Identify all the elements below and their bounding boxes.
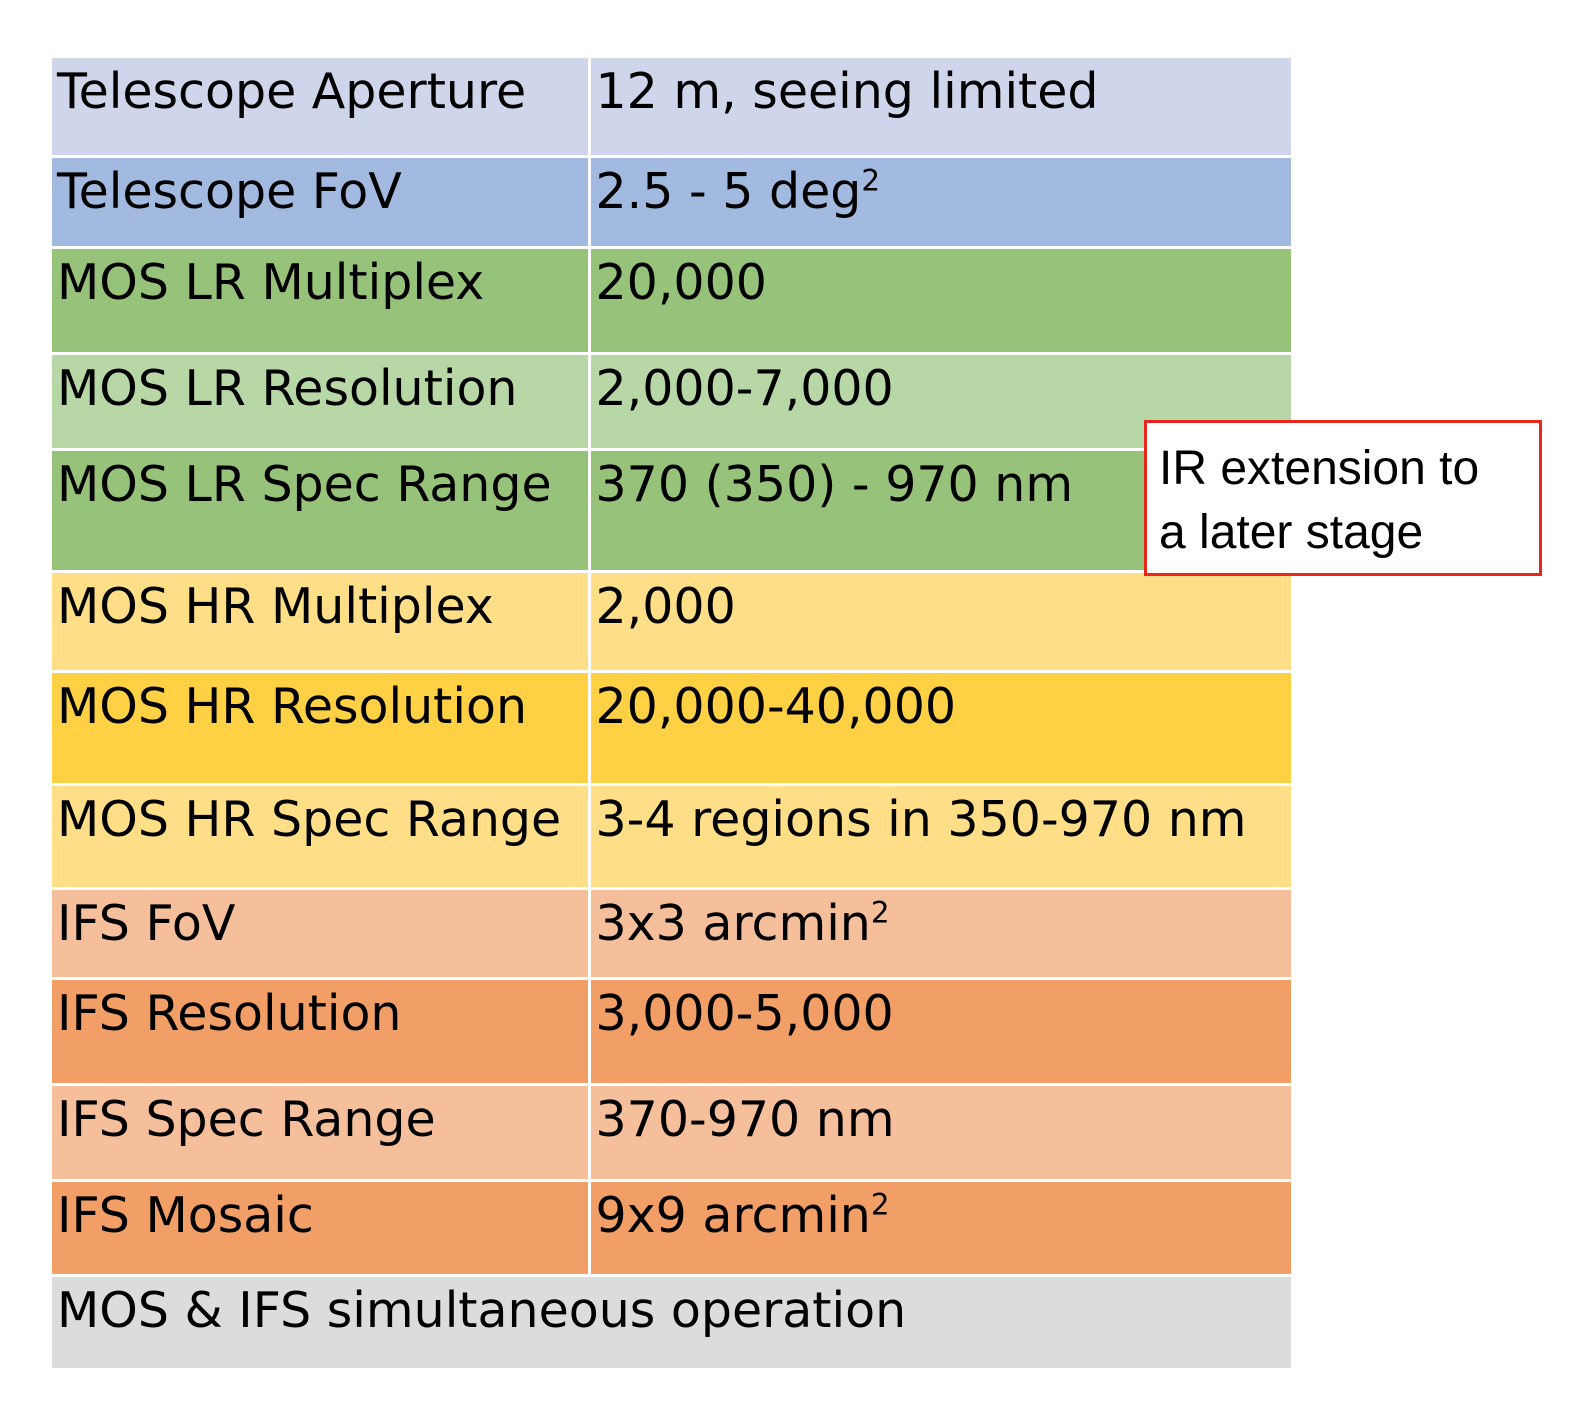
spec-label-cell: IFS Mosaic <box>52 1178 591 1277</box>
spec-label-cell: MOS HR Resolution <box>52 669 591 786</box>
spec-footer-row: MOS & IFS simultaneous operation <box>52 1273 1291 1368</box>
spec-label: Telescope Aperture <box>57 63 527 120</box>
spec-label-cell: IFS FoV <box>52 886 591 980</box>
spec-value-text: 370-970 nm <box>595 1090 895 1148</box>
spec-value-text: 2,000-7,000 <box>595 359 894 417</box>
spec-value-text: 20,000 <box>595 253 767 311</box>
spec-label-cell: IFS Spec Range <box>52 1082 591 1182</box>
spec-value-superscript: 2 <box>870 894 890 929</box>
spec-label: Telescope FoV <box>57 162 402 220</box>
spec-value-cell: 3-4 regions in 350-970 nm <box>587 782 1291 890</box>
spec-value: 20,000-40,000 <box>595 674 957 735</box>
spec-value-cell: 3,000-5,000 <box>587 976 1291 1086</box>
spec-value: 20,000 <box>595 250 767 311</box>
spec-value: 9x9 arcmin2 <box>595 1183 890 1244</box>
spec-row: IFS Resolution 3,000-5,000 <box>52 976 1291 1086</box>
spec-label-cell: MOS LR Multiplex <box>52 245 591 355</box>
spec-value-superscript: 2 <box>870 1186 890 1221</box>
spec-value-cell: 20,000-40,000 <box>587 669 1291 786</box>
spec-label: IFS Spec Range <box>57 1090 436 1148</box>
spec-value: 2,000-7,000 <box>595 356 894 417</box>
spec-value-superscript: 2 <box>861 162 881 197</box>
spec-value: 3x3 arcmin2 <box>595 891 890 952</box>
spec-footer-cell: MOS & IFS simultaneous operation <box>52 1273 1291 1368</box>
spec-table: Telescope Aperture 12 m, seeing limited Te… <box>52 58 1291 1368</box>
note-line-2: a later stage <box>1159 506 1424 559</box>
spec-label: MOS LR Resolution <box>57 359 518 417</box>
spec-value-text: 2.5 - 5 deg <box>595 162 862 220</box>
spec-label-cell: MOS LR Spec Range <box>52 447 591 573</box>
spec-value-cell: 2,000-7,000 <box>587 351 1291 451</box>
spec-label: IFS Resolution <box>57 984 402 1042</box>
spec-value-cell: 20,000 <box>587 245 1291 355</box>
spec-row: IFS Spec Range 370-970 nm <box>52 1082 1291 1182</box>
spec-value-cell: 370-970 nm <box>587 1082 1291 1182</box>
spec-row: MOS LR Resolution 2,000-7,000 <box>52 351 1291 451</box>
spec-row: MOS HR Resolution 20,000-40,000 <box>52 669 1291 786</box>
spec-value-text: 3-4 regions in 350-970 nm <box>595 790 1247 848</box>
spec-label-cell: MOS LR Resolution <box>52 351 591 451</box>
spec-row: MOS HR Multiplex 2,000 <box>52 569 1291 673</box>
spec-value-cell: 2,000 <box>587 569 1291 673</box>
spec-value: 370 (350) - 970 nm <box>595 452 1074 513</box>
spec-value-cell: 2.5 - 5 deg2 <box>587 154 1291 249</box>
spec-row: MOS HR Spec Range 3-4 regions in 350-970 … <box>52 782 1291 890</box>
spec-label: MOS LR Multiplex <box>57 253 485 311</box>
spec-value-text: 2,000 <box>595 577 736 635</box>
spec-table-body: Telescope Aperture 12 m, seeing limited Te… <box>52 58 1291 1368</box>
spec-footer-label: MOS & IFS simultaneous operation <box>57 1281 907 1339</box>
spec-value-cell: 12 m, seeing limited <box>587 58 1291 158</box>
spec-row: MOS LR Spec Range 370 (350) - 970 nm <box>52 447 1291 573</box>
spec-value: 3-4 regions in 350-970 nm <box>595 787 1247 848</box>
spec-value: 2.5 - 5 deg2 <box>595 159 881 220</box>
spec-label-cell: IFS Resolution <box>52 976 591 1086</box>
note-line-1: IR extension to <box>1159 442 1480 495</box>
spec-value-cell: 3x3 arcmin2 <box>587 886 1291 980</box>
ir-extension-note: IR extension to a later stage <box>1144 420 1542 576</box>
spec-value-text: 370 (350) - 970 nm <box>595 455 1074 513</box>
spec-value: 370-970 nm <box>595 1087 895 1148</box>
spec-label: MOS HR Resolution <box>57 677 528 735</box>
spec-row: IFS Mosaic 9x9 arcmin2 <box>52 1178 1291 1277</box>
spec-label: MOS HR Spec Range <box>57 790 562 848</box>
spec-value-text: 3,000-5,000 <box>595 984 894 1042</box>
spec-value: 12 m, seeing limited <box>596 58 1099 120</box>
spec-row: MOS LR Multiplex 20,000 <box>52 245 1291 355</box>
spec-label-cell: Telescope FoV <box>52 154 591 249</box>
spec-label: IFS FoV <box>57 894 236 952</box>
spec-value-cell: 9x9 arcmin2 <box>587 1178 1291 1277</box>
spec-label: MOS LR Spec Range <box>57 455 552 513</box>
spec-label: IFS Mosaic <box>57 1186 314 1244</box>
spec-row: IFS FoV 3x3 arcmin2 <box>52 886 1291 980</box>
spec-value-text: 12 m, seeing limited <box>595 63 1099 120</box>
spec-row: Telescope FoV 2.5 - 5 deg2 <box>52 154 1291 249</box>
spec-label-cell: Telescope Aperture <box>52 58 591 158</box>
spec-label-cell: MOS HR Multiplex <box>52 569 591 673</box>
spec-value: 2,000 <box>595 574 736 635</box>
spec-label-cell: MOS HR Spec Range <box>52 782 591 890</box>
spec-label: MOS HR Multiplex <box>57 577 494 635</box>
spec-value-text: 9x9 arcmin <box>595 1186 871 1244</box>
spec-value: 3,000-5,000 <box>595 981 894 1042</box>
spec-row: Telescope Aperture 12 m, seeing limited <box>52 58 1291 158</box>
spec-value-text: 20,000-40,000 <box>595 677 957 735</box>
spec-value-text: 3x3 arcmin <box>595 894 871 952</box>
